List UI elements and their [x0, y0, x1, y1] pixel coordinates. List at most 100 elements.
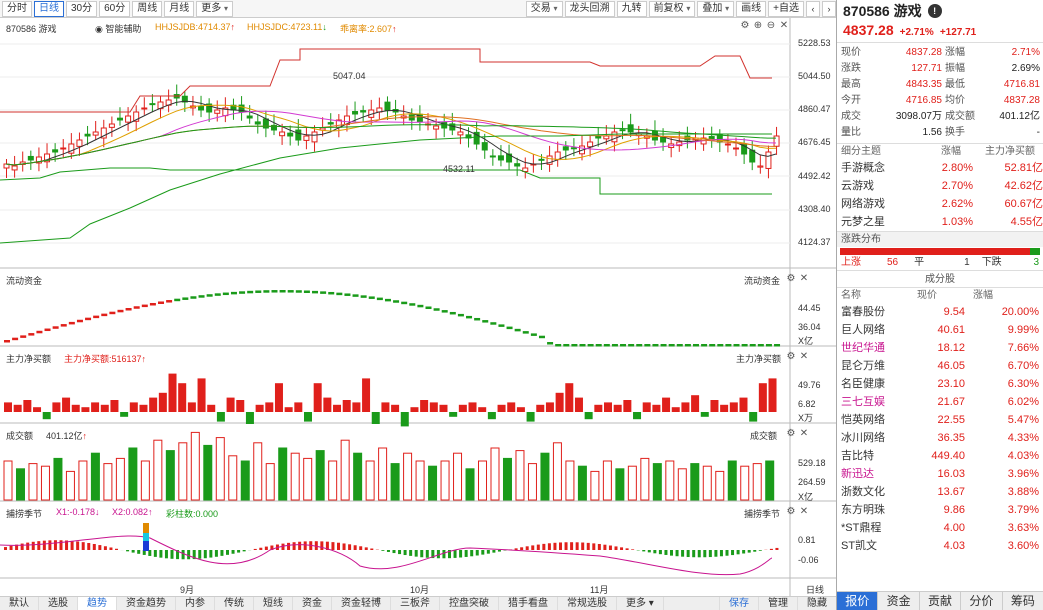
- quote-label: 最高: [841, 79, 861, 90]
- volume-bar: [190, 431, 200, 501]
- tab-insider[interactable]: 内参: [176, 596, 215, 610]
- period-button-intraday[interactable]: 分时: [2, 0, 32, 17]
- tab-more[interactable]: 更多 ▾: [617, 596, 664, 610]
- component-row[interactable]: 冰川网络 36.35 4.33%: [837, 429, 1043, 447]
- flow-bar: [333, 404, 342, 412]
- tab-regular-pick[interactable]: 常规选股: [558, 596, 617, 610]
- component-row[interactable]: 新迅达 16.03 3.96%: [837, 465, 1043, 483]
- theme-name: 手游概念: [841, 162, 885, 174]
- period-button-more[interactable]: 更多 ▾: [196, 0, 234, 17]
- close-icon[interactable]: ✕: [799, 273, 809, 284]
- season-bar: [559, 542, 562, 550]
- up-arrow-icon: ↑: [82, 431, 88, 441]
- tab-three-axes[interactable]: 三板斧: [391, 596, 440, 610]
- chart-area[interactable]: 870586 游戏 ◉ 智能辅助 HHJSJDB:4714.37↑ HHJSJD…: [0, 18, 836, 596]
- zoom-in-icon[interactable]: ⊕: [753, 20, 763, 31]
- next-arrow-icon[interactable]: ›: [822, 0, 836, 17]
- settings-icon[interactable]: ⚙: [786, 273, 796, 284]
- trade-button[interactable]: 交易 ▾: [525, 0, 563, 17]
- theme-row[interactable]: 手游概念 2.80% 52.81亿: [837, 159, 1043, 177]
- theme-row[interactable]: 元梦之星 1.03% 4.55亿: [837, 213, 1043, 231]
- tab-funds[interactable]: 资金: [293, 596, 332, 610]
- component-row[interactable]: 吉比特 449.40 4.03%: [837, 447, 1043, 465]
- season-bar: [631, 549, 635, 550]
- liquidity-bar: [547, 342, 554, 345]
- candle-body: [595, 135, 602, 139]
- leader-review-button[interactable]: 龙头回溯: [564, 0, 615, 17]
- tab-trend[interactable]: 趋势: [78, 596, 117, 610]
- period-button-monthly[interactable]: 月线: [164, 0, 195, 17]
- settings-icon[interactable]: ⚙: [740, 20, 750, 31]
- smart-assist-toggle[interactable]: ◉ 智能辅助: [95, 24, 142, 34]
- tab-price-distribution[interactable]: 分价: [961, 592, 1003, 610]
- close-icon[interactable]: ✕: [799, 351, 809, 362]
- tab-quote[interactable]: 报价: [837, 592, 879, 610]
- candle-body: [149, 103, 156, 106]
- distribution-down-fill: [1030, 248, 1040, 255]
- liquidity-bar: [303, 290, 310, 294]
- component-row[interactable]: 三七互娱 21.67 6.02%: [837, 393, 1043, 411]
- component-row[interactable]: 名臣健康 23.10 6.30%: [837, 375, 1043, 393]
- manage-button[interactable]: 管理: [758, 596, 797, 610]
- liquidity-bar: [141, 304, 148, 308]
- candle-body: [52, 149, 59, 153]
- component-row[interactable]: 世纪华通 18.12 7.66%: [837, 339, 1043, 357]
- tab-short-term[interactable]: 短线: [254, 596, 293, 610]
- save-button[interactable]: 保存: [719, 596, 758, 610]
- period-button-weekly[interactable]: 周线: [132, 0, 163, 17]
- theme-row[interactable]: 云游戏 2.70% 42.62亿: [837, 177, 1043, 195]
- settings-icon[interactable]: ⚙: [786, 506, 796, 517]
- component-row[interactable]: 恺英网络 22.55 5.47%: [837, 411, 1043, 429]
- close-icon[interactable]: ✕: [779, 20, 789, 31]
- component-row[interactable]: 昆仑万维 46.05 6.70%: [837, 357, 1043, 375]
- add-watchlist-button[interactable]: +自选: [768, 0, 804, 17]
- tab-default[interactable]: 默认: [0, 596, 39, 610]
- close-icon[interactable]: ✕: [799, 428, 809, 439]
- tab-stock-pick[interactable]: 选股: [39, 596, 78, 610]
- period-button-30min[interactable]: 30分: [66, 0, 98, 17]
- season-bar: [314, 541, 318, 550]
- season-panel-title: 捕捞季节: [6, 509, 43, 519]
- period-button-daily[interactable]: 日线: [34, 0, 64, 17]
- tab-traditional[interactable]: 传统: [215, 596, 254, 610]
- quote-label: 今开: [841, 95, 861, 106]
- main-panel-controls: ⚙ ⊕ ⊖ ✕: [740, 21, 789, 31]
- tab-hunter[interactable]: 猎手看盘: [499, 596, 558, 610]
- kline-chart[interactable]: [0, 18, 836, 596]
- component-row[interactable]: 巨人网络 40.61 9.99%: [837, 321, 1043, 339]
- volume-bar: [278, 447, 288, 501]
- tab-contribution[interactable]: 贡献: [920, 592, 962, 610]
- close-icon[interactable]: ✕: [799, 506, 809, 517]
- indicator-hhjsjdb: HHJSJDB:4714.37↑: [155, 22, 235, 32]
- liquidity-bar: [182, 297, 189, 300]
- prev-arrow-icon[interactable]: ‹: [806, 0, 820, 17]
- adjust-button[interactable]: 前复权 ▾: [648, 0, 696, 17]
- info-icon[interactable]: !: [927, 4, 942, 18]
- volume-bar: [453, 452, 463, 501]
- hide-button[interactable]: 隐藏: [797, 596, 836, 610]
- tab-fund-trend[interactable]: 资金趋势: [117, 596, 176, 610]
- season-bar: [714, 550, 718, 557]
- period-button-60min[interactable]: 60分: [99, 0, 131, 17]
- theme-row[interactable]: 网络游戏 2.62% 60.67亿: [837, 195, 1043, 213]
- component-row[interactable]: ST凯文 4.03 3.60%: [837, 537, 1043, 555]
- tab-fund-light[interactable]: 资金轻博: [332, 596, 391, 610]
- tab-funds[interactable]: 资金: [878, 592, 920, 610]
- draw-line-button[interactable]: 画线: [736, 0, 767, 17]
- overlay-button[interactable]: 叠加 ▾: [697, 0, 735, 17]
- tab-chips[interactable]: 筹码: [1003, 592, 1043, 610]
- nine-turn-button[interactable]: 九转: [616, 0, 647, 17]
- tab-control-break[interactable]: 控盘突破: [440, 596, 499, 610]
- component-name: 新迅达: [841, 468, 874, 480]
- season-bar: [176, 550, 180, 560]
- flow-bar: [158, 392, 167, 412]
- component-row[interactable]: 浙数文化 13.67 3.88%: [837, 483, 1043, 501]
- settings-icon[interactable]: ⚙: [786, 351, 796, 362]
- zoom-out-icon[interactable]: ⊖: [766, 20, 776, 31]
- settings-icon[interactable]: ⚙: [786, 428, 796, 439]
- component-row[interactable]: 富春股份 9.54 20.00%: [837, 303, 1043, 321]
- component-row[interactable]: 东方明珠 9.86 3.79%: [837, 501, 1043, 519]
- component-row[interactable]: *ST鼎程 4.00 3.63%: [837, 519, 1043, 537]
- flow-bar: [652, 404, 661, 412]
- theme-flow: 42.62亿: [1004, 180, 1043, 192]
